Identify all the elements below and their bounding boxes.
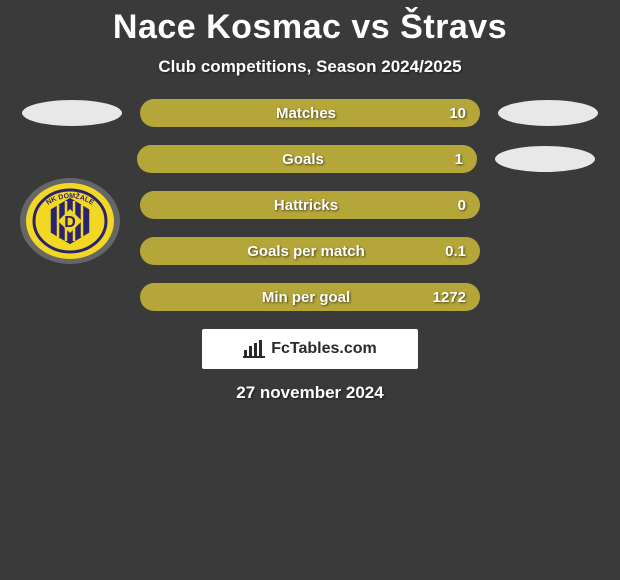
subtitle: Club competitions, Season 2024/2025 — [0, 57, 620, 77]
svg-text:D: D — [64, 214, 76, 231]
stat-label: Goals — [191, 151, 415, 168]
stat-bar-hattricks: Hattricks 0 — [140, 191, 480, 219]
team1-club-badge: D NK DOMŽALE — [20, 178, 120, 264]
stat-row: Goals 1 — [0, 145, 620, 173]
stat-right-value: 0.1 — [418, 243, 466, 260]
stat-right-value: 10 — [418, 105, 466, 122]
team2-ellipse — [495, 146, 595, 172]
stat-row: Matches 10 — [0, 99, 620, 127]
vs-label: vs — [351, 8, 390, 46]
stat-right-value: 1272 — [418, 289, 466, 306]
stat-bar-goals-per-match: Goals per match 0.1 — [140, 237, 480, 265]
stat-bar-matches: Matches 10 — [140, 99, 480, 127]
bar-chart-icon — [243, 340, 265, 358]
stat-label: Hattricks — [194, 197, 418, 214]
stat-bar-goals: Goals 1 — [137, 145, 477, 173]
brand-footer: FcTables.com — [202, 329, 418, 369]
stat-label: Matches — [194, 105, 418, 122]
stat-row: Min per goal 1272 — [0, 283, 620, 311]
brand-label: FcTables.com — [271, 340, 377, 358]
stat-bar-min-per-goal: Min per goal 1272 — [140, 283, 480, 311]
player1-name: Nace Kosmac — [113, 8, 342, 46]
team1-ellipse — [22, 100, 122, 126]
stat-label: Goals per match — [194, 243, 418, 260]
stat-right-value: 0 — [418, 197, 466, 214]
club-badge-icon: D NK DOMŽALE — [24, 181, 116, 261]
stat-label: Min per goal — [194, 289, 418, 306]
stat-right-value: 1 — [415, 151, 463, 168]
date-label: 27 november 2024 — [0, 383, 620, 403]
team2-ellipse — [498, 100, 598, 126]
page-title: Nace Kosmac vs Štravs — [0, 0, 620, 51]
player2-name: Štravs — [400, 8, 507, 46]
